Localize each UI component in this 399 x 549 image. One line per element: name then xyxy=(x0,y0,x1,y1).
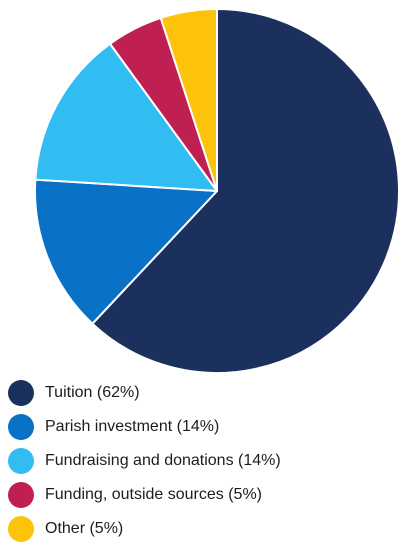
legend-item-parish-investment: Parish investment (14%) xyxy=(8,410,393,444)
legend-swatch-tuition xyxy=(8,380,34,406)
pie-chart xyxy=(34,8,399,374)
legend-item-outside-funding: Funding, outside sources (5%) xyxy=(8,478,393,512)
legend-label-outside-funding: Funding, outside sources (5%) xyxy=(45,486,262,503)
legend-label-fundraising: Fundraising and donations (14%) xyxy=(45,452,281,469)
legend-swatch-outside-funding xyxy=(8,482,34,508)
legend-label-tuition: Tuition (62%) xyxy=(45,384,140,401)
pie-slice-fundraising xyxy=(34,42,218,192)
legend-item-other: Other (5%) xyxy=(8,512,393,546)
legend-label-other: Other (5%) xyxy=(45,520,124,537)
chart-legend: Tuition (62%) Parish investment (14%) Fu… xyxy=(8,376,393,546)
legend-swatch-other xyxy=(8,516,34,542)
legend-item-fundraising: Fundraising and donations (14%) xyxy=(8,444,393,478)
legend-swatch-fundraising xyxy=(8,448,34,474)
legend-item-tuition: Tuition (62%) xyxy=(8,376,393,410)
pie-slice-parish-investment xyxy=(34,178,218,325)
pie-slice-tuition xyxy=(91,8,399,374)
pie-slice-other xyxy=(159,8,218,192)
legend-label-parish-investment: Parish investment (14%) xyxy=(45,418,220,435)
legend-swatch-parish-investment xyxy=(8,414,34,440)
